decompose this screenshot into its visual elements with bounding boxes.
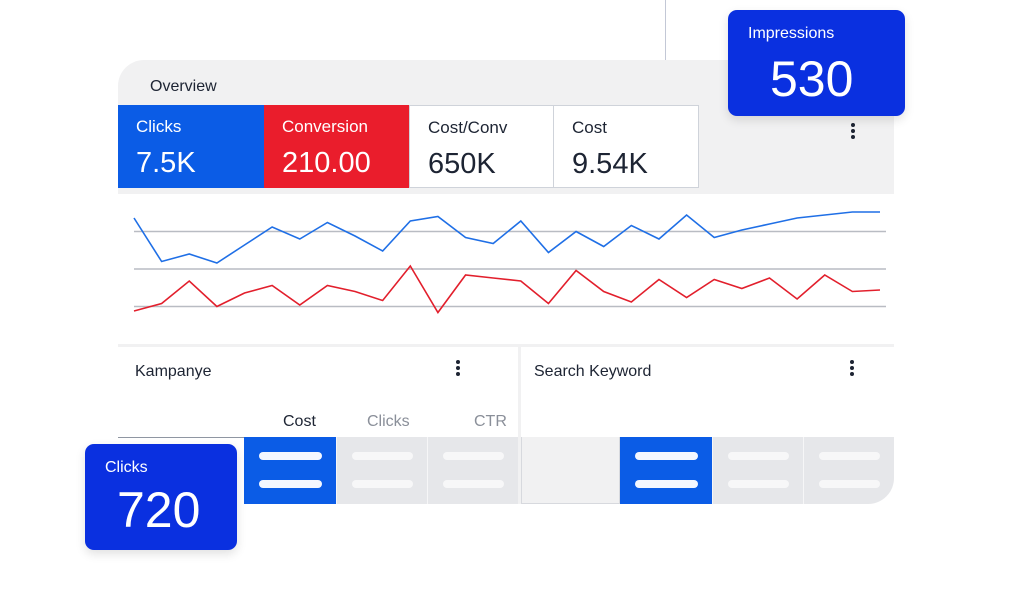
column-header-clicks[interactable]: Clicks [367, 413, 410, 430]
table-cell-cost[interactable] [244, 437, 336, 504]
table-cell-clicks[interactable] [336, 437, 427, 504]
impressions-label: Impressions [748, 25, 835, 42]
campaign-panel-title: Kampanye [135, 363, 212, 380]
keyword-more-icon[interactable] [850, 360, 854, 376]
placeholder-bar [352, 452, 413, 460]
kpi-value: 9.54K [572, 148, 648, 180]
clicks-label: Clicks [105, 459, 148, 476]
placeholder-bar [259, 452, 322, 460]
kpi-value: 7.5K [136, 147, 196, 179]
kpi-cost-per-conv[interactable]: Cost/Conv 650K [409, 105, 554, 188]
line-chart [118, 194, 894, 344]
kpi-label: Cost [572, 118, 607, 137]
table-cell-keyword-ctr[interactable] [803, 437, 894, 504]
placeholder-bar [819, 452, 880, 460]
column-header-cost[interactable]: Cost [283, 413, 316, 430]
table-cell-keyword-cost[interactable] [620, 437, 712, 504]
kpi-value: 650K [428, 148, 496, 180]
chart-series-line-0 [133, 211, 880, 264]
overview-title: Overview [150, 78, 217, 95]
placeholder-bar [443, 480, 504, 488]
placeholder-bar [819, 480, 880, 488]
kpi-label: Clicks [136, 117, 182, 136]
campaign-more-icon[interactable] [456, 360, 460, 376]
campaign-panel: Kampanye Cost Clicks CTR [118, 347, 518, 504]
placeholder-bar [728, 480, 789, 488]
overview-more-icon[interactable] [851, 123, 855, 139]
placeholder-bar [635, 480, 698, 488]
table-cell-ctr[interactable] [427, 437, 518, 504]
placeholder-bar [259, 480, 322, 488]
table-cell-keyword[interactable] [521, 437, 620, 504]
placeholder-bar [728, 452, 789, 460]
column-header-ctr[interactable]: CTR [474, 413, 507, 430]
keyword-panel: Search Keyword [521, 347, 894, 504]
impressions-badge: Impressions 530 [728, 10, 905, 116]
placeholder-bar [443, 452, 504, 460]
dashboard-card: Overview Clicks 7.5K Conversion 210.00 C… [118, 60, 894, 504]
keyword-panel-title: Search Keyword [534, 363, 652, 380]
chart-series-line-1 [133, 264, 881, 314]
kpi-label: Conversion [282, 117, 368, 136]
kpi-conversion[interactable]: Conversion 210.00 [264, 105, 409, 188]
kpi-clicks[interactable]: Clicks 7.5K [118, 105, 264, 188]
kpi-label: Cost/Conv [428, 118, 508, 137]
connector-line [665, 0, 666, 60]
line-chart-svg [133, 211, 886, 314]
kpi-cost[interactable]: Cost 9.54K [553, 105, 699, 188]
kpi-value: 210.00 [282, 147, 371, 179]
placeholder-bar [352, 480, 413, 488]
placeholder-bar [635, 452, 698, 460]
table-cell-keyword-clicks[interactable] [712, 437, 803, 504]
clicks-badge: Clicks 720 [85, 444, 237, 550]
impressions-value: 530 [770, 51, 854, 107]
clicks-value: 720 [117, 482, 201, 538]
